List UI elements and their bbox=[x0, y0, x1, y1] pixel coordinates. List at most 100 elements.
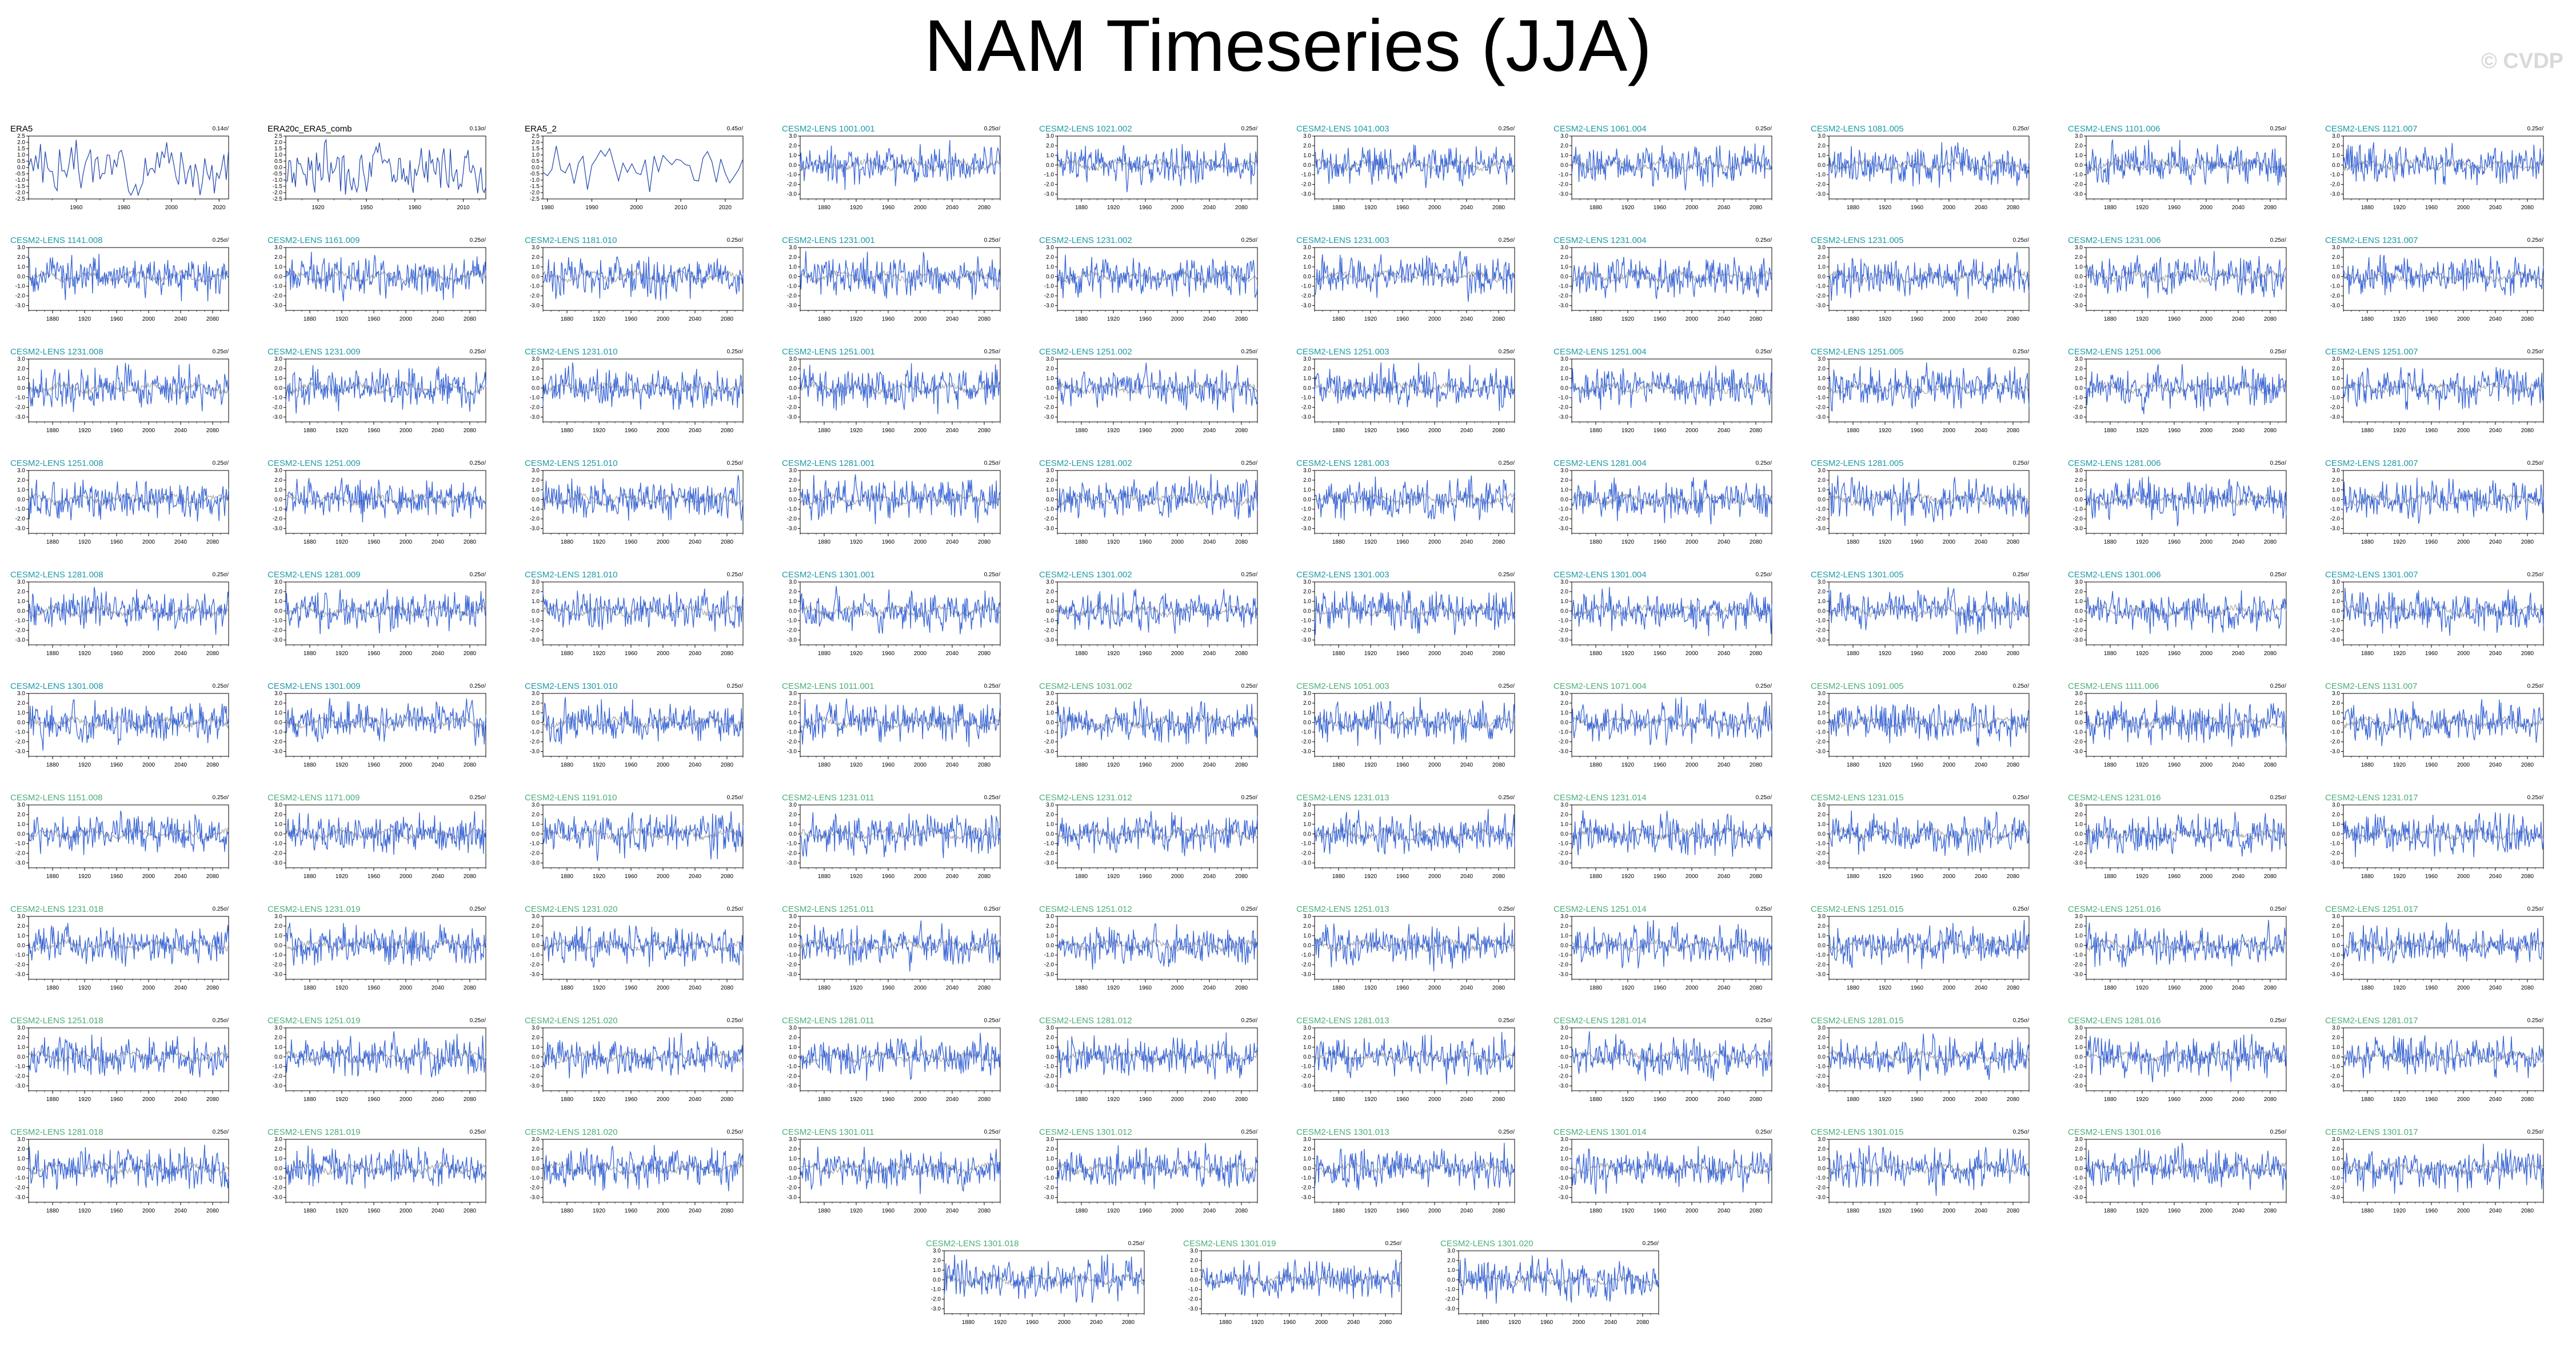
x-tick-label: 2040 bbox=[1203, 428, 1216, 434]
y-tick-label: 0.0 bbox=[2332, 831, 2340, 837]
panel-chart: CESM2-LENS 1231.018 0.25σ/-3.0-2.0-1.00.0… bbox=[10, 904, 229, 991]
timeseries-panel: CESM2-LENS 1181.010 0.25σ/-3.0 -2.0 -1.0 0.0… bbox=[525, 235, 749, 333]
y-tick-label: -3.0 bbox=[530, 637, 540, 644]
x-tick-label: 1920 bbox=[336, 874, 349, 880]
y-tick-label: 0.0 bbox=[789, 274, 797, 280]
y-tick-label: 0.0 bbox=[1303, 385, 1311, 392]
x-tick-label: 1920 bbox=[1364, 762, 1377, 768]
timeseries-panel: CESM2-LENS 1231.006 0.25σ/-3.0 -2.0 -1.0 0.0… bbox=[2068, 235, 2292, 333]
x-tick-label: 1960 bbox=[2425, 428, 2438, 434]
y-tick-label: -2.0 bbox=[2073, 851, 2083, 857]
x-tick-label: 1880 bbox=[1075, 428, 1088, 434]
y-tick-label: -2.0 bbox=[787, 962, 797, 968]
panel-trend-label: 0.25σ/ bbox=[727, 572, 744, 578]
x-tick-label: 1920 bbox=[1622, 428, 1635, 434]
y-tick-label: -2.5 bbox=[15, 196, 26, 202]
x-tick-label: 2040 bbox=[1975, 651, 1988, 657]
y-tick-label: 1.0 bbox=[789, 1044, 797, 1051]
panel-title: CESM2-LENS 1301.002 bbox=[1039, 570, 1132, 580]
y-tick-label: 3.0 bbox=[17, 468, 25, 474]
y-tick-label: -1.0 bbox=[530, 952, 540, 959]
series-line bbox=[1057, 589, 1258, 634]
x-tick-label: 1920 bbox=[850, 651, 863, 657]
y-tick-label: 1.0 bbox=[2075, 376, 2083, 382]
x-tick-label: 1960 bbox=[1396, 874, 1409, 880]
panel-title: CESM2-LENS 1281.001 bbox=[782, 458, 875, 468]
y-tick-label: 2.0 bbox=[2332, 700, 2340, 707]
timeseries-panel: CESM2-LENS 1251.002 0.25σ/-3.0 -2.0 -1.0 0.0… bbox=[1039, 346, 1263, 445]
panel-title: CESM2-LENS 1001.001 bbox=[782, 124, 875, 134]
x-tick-label: 2040 bbox=[174, 316, 187, 322]
panel-trend-label: 0.25σ/ bbox=[984, 572, 1001, 578]
timeseries-panel: CESM2-LENS 1091.005 0.25σ/-3.0 -2.0 -1.0 0.0… bbox=[1811, 681, 2035, 779]
x-tick-label: 2040 bbox=[2489, 205, 2502, 211]
panel-trend-label: 0.25σ/ bbox=[727, 795, 744, 801]
plot-frame bbox=[1828, 581, 2030, 645]
series-line bbox=[542, 925, 744, 968]
y-tick-label: 1.0 bbox=[17, 264, 25, 270]
x-tick-label: 2040 bbox=[1460, 316, 1473, 322]
x-tick-label: 1920 bbox=[2136, 762, 2149, 768]
y-tick-label: 2.0 bbox=[789, 1035, 797, 1041]
y-tick-label: 3.0 bbox=[274, 802, 282, 808]
timeseries-panel: CESM2-LENS 1301.004 0.25σ/-3.0 -2.0 -1.0 0.0… bbox=[1553, 569, 1778, 668]
y-tick-label: -3.0 bbox=[2073, 303, 2083, 309]
y-tick-label: -3.0 bbox=[1044, 303, 1055, 309]
y-tick-label: 3.0 bbox=[1046, 245, 1054, 251]
x-tick-label: 2080 bbox=[1492, 205, 1505, 211]
panel-trend-label: 0.25σ/ bbox=[1756, 683, 1772, 689]
x-tick-label: 2000 bbox=[1428, 539, 1441, 545]
x-tick-label: 1920 bbox=[2136, 985, 2149, 991]
x-tick-label: 1920 bbox=[593, 874, 606, 880]
timeseries-panel: CESM2-LENS 1071.004 0.25σ/-3.0 -2.0 -1.0 0.0… bbox=[1553, 681, 1778, 779]
y-tick-label: 2.0 bbox=[1818, 700, 1826, 707]
timeseries-panel: CESM2-LENS 1251.016 0.25σ/-3.0 -2.0 -1.0 0.0… bbox=[2068, 904, 2292, 1002]
y-tick-label: 2.0 bbox=[2332, 812, 2340, 818]
x-tick-label: 1960 bbox=[2425, 874, 2438, 880]
x-tick-label: 2000 bbox=[400, 1096, 413, 1103]
ensemble-mean-line bbox=[542, 716, 744, 729]
x-tick-label: 2000 bbox=[657, 428, 670, 434]
y-tick-label: -1.0 bbox=[15, 1064, 26, 1070]
series-line bbox=[1571, 257, 1772, 300]
y-tick-label: 0.0 bbox=[1818, 943, 1826, 949]
x-tick-label: 2000 bbox=[914, 428, 927, 434]
y-tick-label: 3.0 bbox=[789, 914, 797, 920]
x-tick-label: 1920 bbox=[2393, 428, 2406, 434]
x-tick-label: 1920 bbox=[1879, 985, 1892, 991]
y-tick-label: -3.0 bbox=[1816, 637, 1826, 644]
timeseries-panel: CESM2-LENS 1281.001 0.25σ/-3.0 -2.0 -1.0 0.0… bbox=[782, 458, 1006, 556]
x-tick-label: 1960 bbox=[2168, 428, 2181, 434]
y-tick-label: -1.0 bbox=[1816, 395, 1826, 401]
series-line bbox=[285, 1031, 486, 1078]
x-tick-label: 2080 bbox=[2007, 874, 2020, 880]
y-tick-label: 1.0 bbox=[1303, 710, 1311, 716]
x-tick-label: 1880 bbox=[2361, 428, 2374, 434]
panel-title: CESM2-LENS 1231.011 bbox=[782, 793, 874, 803]
x-tick-label: 1880 bbox=[1589, 316, 1603, 322]
y-tick-label: 1.0 bbox=[274, 376, 282, 382]
panel-trend-label: 0.25σ/ bbox=[213, 1018, 229, 1024]
y-tick-label: -1.0 bbox=[2073, 395, 2083, 401]
x-tick-label: 2000 bbox=[1171, 539, 1184, 545]
x-tick-label: 2000 bbox=[1943, 874, 1956, 880]
series-line bbox=[542, 811, 744, 862]
y-tick-label: 0.0 bbox=[532, 608, 540, 615]
panel-title: CESM2-LENS 1041.003 bbox=[1296, 124, 1389, 134]
y-tick-label: 1.0 bbox=[274, 1044, 282, 1051]
timeseries-panel: CESM2-LENS 1251.007 0.25σ/-3.0 -2.0 -1.0 0.0… bbox=[2325, 346, 2549, 445]
y-tick-label: 1.0 bbox=[1818, 153, 1826, 159]
y-tick-label: 3.0 bbox=[1046, 579, 1054, 585]
y-tick-label: 2.0 bbox=[1046, 366, 1054, 372]
x-tick-label: 2000 bbox=[142, 874, 155, 880]
panel-title: CESM2-LENS 1251.010 bbox=[525, 458, 618, 468]
x-tick-label: 2080 bbox=[1492, 985, 1505, 991]
timeseries-panel: CESM2-LENS 1231.004 0.25σ/-3.0 -2.0 -1.0 0.0… bbox=[1553, 235, 1778, 333]
y-tick-label: 0.0 bbox=[1046, 1054, 1054, 1060]
panel-title: CESM2-LENS 1231.012 bbox=[1039, 793, 1132, 803]
y-tick-label: 2.0 bbox=[2075, 477, 2083, 484]
x-tick-label: 2040 bbox=[1203, 1096, 1216, 1103]
x-tick-label: 1920 bbox=[1364, 316, 1377, 322]
panel-trend-label: 0.25σ/ bbox=[1241, 237, 1258, 244]
series-line bbox=[800, 920, 1001, 972]
